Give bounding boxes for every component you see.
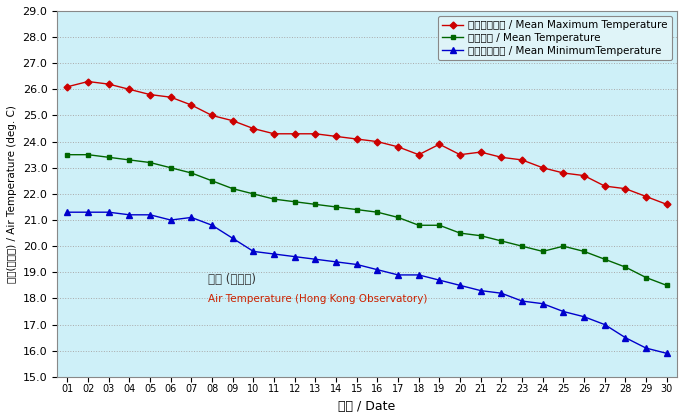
平均氣溫 / Mean Temperature [642,275,650,280]
平均氣溫 / Mean Temperature [663,283,671,288]
平均最高氣溫 / Mean Maximum Temperature [415,152,423,157]
Legend: 平均最高氣溫 / Mean Maximum Temperature, 平均氣溫 / Mean Temperature, 平均最低氣溫 / Mean Minimu: 平均最高氣溫 / Mean Maximum Temperature, 平均氣溫 … [438,16,672,60]
平均最低氣溫 / Mean MinimumTemperature [415,273,423,278]
平均最高氣溫 / Mean Maximum Temperature [518,158,526,163]
平均最高氣溫 / Mean Maximum Temperature [270,131,278,136]
平均氣溫 / Mean Temperature [146,160,154,165]
平均最低氣溫 / Mean MinimumTemperature [621,335,629,340]
平均最高氣溫 / Mean Maximum Temperature [477,150,485,155]
平均氣溫 / Mean Temperature [167,165,175,170]
平均最低氣溫 / Mean MinimumTemperature [125,212,133,217]
平均最低氣溫 / Mean MinimumTemperature [187,215,196,220]
平均氣溫 / Mean Temperature [353,207,361,212]
平均氣溫 / Mean Temperature [497,239,505,244]
平均最高氣溫 / Mean Maximum Temperature [353,136,361,142]
平均氣溫 / Mean Temperature [291,199,299,204]
平均最低氣溫 / Mean MinimumTemperature [538,301,547,306]
平均最高氣溫 / Mean Maximum Temperature [435,142,443,147]
平均氣溫 / Mean Temperature [208,178,216,184]
Line: 平均氣溫 / Mean Temperature: 平均氣溫 / Mean Temperature [65,152,669,288]
X-axis label: 日期 / Date: 日期 / Date [339,400,396,413]
平均氣溫 / Mean Temperature [249,192,257,197]
平均最高氣溫 / Mean Maximum Temperature [332,134,340,139]
平均最高氣溫 / Mean Maximum Temperature [642,194,650,199]
平均氣溫 / Mean Temperature [125,158,133,163]
平均氣溫 / Mean Temperature [270,197,278,202]
平均氣溫 / Mean Temperature [456,231,464,236]
平均氣溫 / Mean Temperature [311,202,319,207]
平均最低氣溫 / Mean MinimumTemperature [270,252,278,257]
平均最低氣溫 / Mean MinimumTemperature [146,212,154,217]
平均氣溫 / Mean Temperature [373,210,382,215]
平均最低氣溫 / Mean MinimumTemperature [249,249,257,254]
平均最低氣溫 / Mean MinimumTemperature [663,351,671,356]
平均氣溫 / Mean Temperature [518,244,526,249]
平均最低氣溫 / Mean MinimumTemperature [332,259,340,264]
平均最高氣溫 / Mean Maximum Temperature [84,79,92,84]
平均氣溫 / Mean Temperature [228,186,237,191]
平均最高氣溫 / Mean Maximum Temperature [291,131,299,136]
平均最高氣溫 / Mean Maximum Temperature [187,102,196,108]
平均最高氣溫 / Mean Maximum Temperature [560,171,568,176]
平均最高氣溫 / Mean Maximum Temperature [125,87,133,92]
平均最高氣溫 / Mean Maximum Temperature [105,81,113,87]
平均氣溫 / Mean Temperature [64,152,72,157]
平均氣溫 / Mean Temperature [105,155,113,160]
平均最低氣溫 / Mean MinimumTemperature [394,273,402,278]
Text: 氣溫 (天文台): 氣溫 (天文台) [208,273,256,286]
平均最低氣溫 / Mean MinimumTemperature [311,257,319,262]
平均最高氣溫 / Mean Maximum Temperature [311,131,319,136]
平均最高氣溫 / Mean Maximum Temperature [580,173,588,178]
平均氣溫 / Mean Temperature [560,244,568,249]
平均最低氣溫 / Mean MinimumTemperature [601,322,609,327]
平均最低氣溫 / Mean MinimumTemperature [497,291,505,296]
平均氣溫 / Mean Temperature [187,171,196,176]
平均最低氣溫 / Mean MinimumTemperature [353,262,361,267]
Text: Air Temperature (Hong Kong Observatory): Air Temperature (Hong Kong Observatory) [208,294,428,304]
平均氣溫 / Mean Temperature [580,249,588,254]
平均氣溫 / Mean Temperature [84,152,92,157]
Line: 平均最低氣溫 / Mean MinimumTemperature: 平均最低氣溫 / Mean MinimumTemperature [65,210,670,356]
Y-axis label: 氣溫(攝氏度) / Air Temperature (deg. C): 氣溫(攝氏度) / Air Temperature (deg. C) [7,105,17,283]
平均最高氣溫 / Mean Maximum Temperature [228,118,237,123]
平均氣溫 / Mean Temperature [621,265,629,270]
平均氣溫 / Mean Temperature [415,223,423,228]
平均最高氣溫 / Mean Maximum Temperature [146,92,154,97]
平均最低氣溫 / Mean MinimumTemperature [291,254,299,259]
平均最高氣溫 / Mean Maximum Temperature [208,113,216,118]
平均最高氣溫 / Mean Maximum Temperature [64,84,72,89]
平均最高氣溫 / Mean Maximum Temperature [538,165,547,170]
平均氣溫 / Mean Temperature [394,215,402,220]
平均最低氣溫 / Mean MinimumTemperature [84,210,92,215]
平均最低氣溫 / Mean MinimumTemperature [642,346,650,351]
平均最高氣溫 / Mean Maximum Temperature [663,202,671,207]
平均氣溫 / Mean Temperature [538,249,547,254]
平均最高氣溫 / Mean Maximum Temperature [167,94,175,100]
平均最高氣溫 / Mean Maximum Temperature [601,184,609,189]
平均氣溫 / Mean Temperature [477,233,485,238]
平均最高氣溫 / Mean Maximum Temperature [394,144,402,150]
平均氣溫 / Mean Temperature [435,223,443,228]
平均最低氣溫 / Mean MinimumTemperature [373,267,382,272]
平均氣溫 / Mean Temperature [332,205,340,210]
平均最高氣溫 / Mean Maximum Temperature [456,152,464,157]
平均最低氣溫 / Mean MinimumTemperature [477,288,485,293]
平均最高氣溫 / Mean Maximum Temperature [497,155,505,160]
平均最低氣溫 / Mean MinimumTemperature [518,299,526,304]
平均氣溫 / Mean Temperature [601,257,609,262]
平均最高氣溫 / Mean Maximum Temperature [373,139,382,144]
平均最高氣溫 / Mean Maximum Temperature [621,186,629,191]
平均最低氣溫 / Mean MinimumTemperature [456,283,464,288]
平均最低氣溫 / Mean MinimumTemperature [580,314,588,319]
平均最高氣溫 / Mean Maximum Temperature [249,126,257,131]
平均最低氣溫 / Mean MinimumTemperature [560,309,568,314]
平均最低氣溫 / Mean MinimumTemperature [435,278,443,283]
平均最低氣溫 / Mean MinimumTemperature [64,210,72,215]
平均最低氣溫 / Mean MinimumTemperature [167,218,175,223]
平均最低氣溫 / Mean MinimumTemperature [105,210,113,215]
平均最低氣溫 / Mean MinimumTemperature [228,236,237,241]
平均最低氣溫 / Mean MinimumTemperature [208,223,216,228]
Line: 平均最高氣溫 / Mean Maximum Temperature: 平均最高氣溫 / Mean Maximum Temperature [65,79,669,207]
